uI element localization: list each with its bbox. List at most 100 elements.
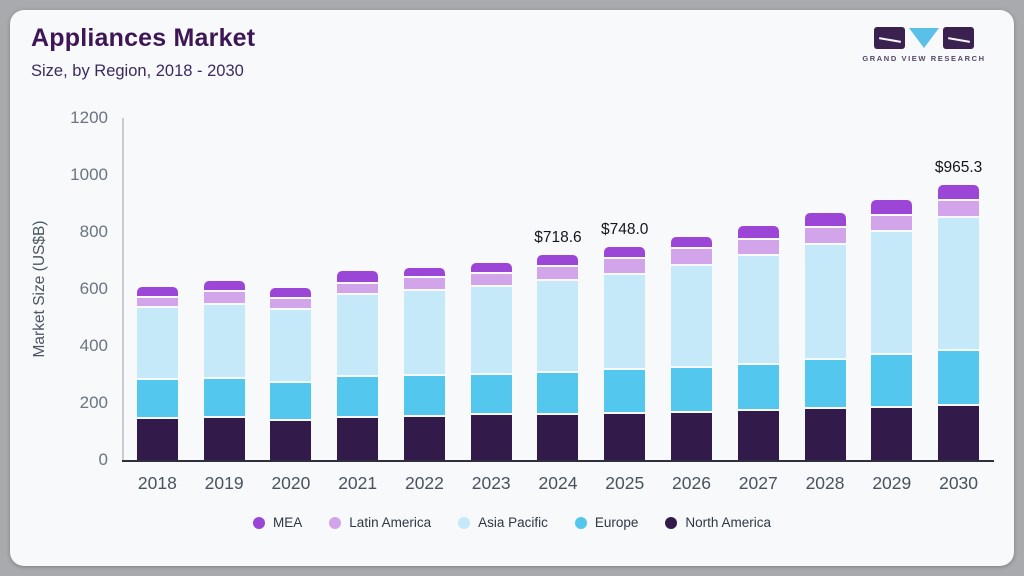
x-axis-line [122,460,994,462]
x-tick-2022: 2022 [404,473,444,493]
bar-segment-latin-america [604,256,646,273]
gvr-logo-triangle-icon [909,28,939,48]
bar-2019: 2019 [203,281,245,493]
bar-segment-mea [604,246,646,257]
bar-segment-asia-pacific [671,263,712,366]
bar-segment-north-america [871,406,913,460]
gvr-logo-text: GRAND VIEW RESEARCH [862,54,986,63]
bars-container: 2018 2019 2020 2021 2022 2023 $718.6 2024 $748.0… [124,118,992,493]
bar-segment-latin-america [337,281,379,294]
gvr-logo-g-block [874,27,905,49]
bar-segment-north-america [270,418,312,460]
bar-segment-asia-pacific [938,216,980,350]
bar-segment-north-america [804,407,846,460]
x-tick-2021: 2021 [338,473,378,493]
bar-segment-asia-pacific [804,243,846,358]
grand-view-research-logo: GRAND VIEW RESEARCH [862,27,984,63]
legend-item-asia-pacific: Asia Pacific [458,515,548,530]
bar-segment-latin-america [203,290,245,303]
y-tick-0: 0 [98,450,108,469]
x-tick-2025: 2025 [605,473,645,493]
legend-item-latin-america: Latin America [329,515,431,530]
x-tick-2024: 2024 [538,473,578,493]
legend-label: Latin America [349,515,432,530]
legend: MEA Latin America Asia Pacific Europe North … [10,515,1014,530]
bar-segment-latin-america [470,271,512,286]
bar-segment-north-america [604,411,646,460]
bar-2020: 2020 [270,287,312,493]
bar-segment-latin-america [537,265,579,280]
bar-segment-mea [804,213,846,227]
bar-segment-north-america [203,416,245,460]
bar-2029: 2029 [871,200,913,493]
legend-swatch-icon [329,516,342,529]
legend-swatch-icon [458,516,471,529]
bar-segment-asia-pacific [871,230,913,354]
y-tick-600: 600 [79,279,108,298]
x-tick-2030: 2030 [939,473,979,493]
bar-2021: 2021 [337,271,379,493]
legend-item-north-america: North America [665,515,771,530]
bar-2022: 2022 [403,267,445,493]
bar-segment-mea [938,184,980,199]
page-title: Appliances Market [31,24,256,52]
x-tick-2027: 2027 [738,473,778,493]
bar-segment-latin-america [737,238,779,254]
y-tick-1200: 1200 [70,108,108,127]
bar-segment-europe [537,370,579,413]
bar-segment-asia-pacific [136,306,178,378]
chart-subtitle: Size, by Region, 2018 - 2030 [31,62,244,80]
bar-segment-mea [537,255,579,266]
bar-segment-north-america [403,414,445,460]
bar-segment-europe [871,353,913,407]
bar-segment-asia-pacific [537,279,579,371]
y-tick-400: 400 [79,336,108,355]
chart-card: Appliances Market Size, by Region, 2018 … [10,10,1014,566]
x-tick-2020: 2020 [271,473,311,493]
bar-segment-asia-pacific [737,253,779,363]
bar-segment-mea [203,281,245,291]
bar-2028: 2028 [804,213,846,493]
bar-segment-latin-america [804,226,846,244]
legend-label: Europe [594,515,639,530]
bar-2023: 2023 [470,263,512,493]
bar-segment-europe [337,375,379,417]
bar-2026: 2026 [671,236,712,493]
bar-segment-asia-pacific [270,307,312,381]
bar-segment-mea [470,263,512,272]
bar-2024: $718.6 2024 [534,229,581,493]
bar-segment-latin-america [403,276,445,290]
bar-segment-mea [671,236,712,248]
bar-segment-europe [470,373,512,414]
bar-value-label-2030: $965.3 [934,158,983,176]
bar-2018: 2018 [136,287,178,493]
bar-2027: 2027 [737,226,779,493]
bar-segment-europe [604,368,646,412]
bar-segment-north-america [337,416,379,460]
bar-segment-europe [270,380,312,419]
bar-segment-europe [804,357,846,407]
gvr-logo-icon [874,27,974,49]
bar-segment-latin-america [871,214,913,231]
bar-segment-north-america [938,404,980,460]
bar-segment-asia-pacific [203,303,245,378]
legend-label: North America [685,515,771,530]
bar-segment-asia-pacific [470,285,512,374]
x-tick-2029: 2029 [872,473,912,493]
bar-segment-north-america [537,412,579,460]
bar-segment-north-america [671,410,712,460]
plot-area: 2018 2019 2020 2021 2022 2023 $718.6 2024 $748.0… [122,118,994,493]
bar-segment-mea [270,287,312,297]
bar-segment-europe [671,365,712,411]
bar-segment-europe [403,373,445,415]
y-tick-200: 200 [79,393,108,412]
bar-value-label-2024: $718.6 [534,229,582,247]
bar-value-label-2025: $748.0 [601,220,649,238]
x-tick-2018: 2018 [137,473,177,493]
x-tick-2019: 2019 [204,473,244,493]
x-tick-2028: 2028 [805,473,845,493]
bar-segment-latin-america [938,198,980,217]
x-tick-2026: 2026 [672,473,711,493]
legend-swatch-icon [253,516,266,529]
bar-segment-mea [737,226,779,239]
